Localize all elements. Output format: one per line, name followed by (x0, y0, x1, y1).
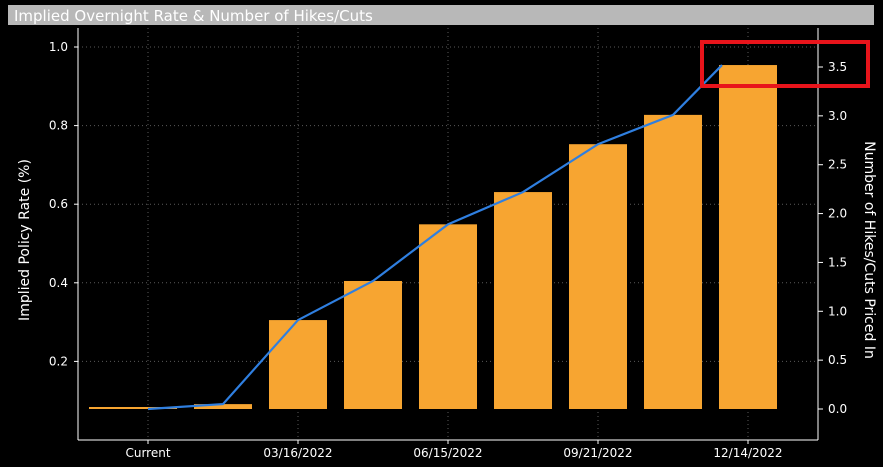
bar (419, 224, 477, 409)
bar (644, 114, 702, 409)
bar (494, 192, 552, 409)
y2-tick-label: 3.5 (828, 60, 847, 74)
x-tick-label: Current (125, 446, 170, 460)
bar (89, 407, 177, 409)
y2-tick-label: 1.0 (828, 304, 847, 318)
bar (269, 320, 327, 409)
y-tick-label: 1.0 (49, 40, 68, 54)
x-tick-label: 09/21/2022 (563, 446, 632, 460)
y2-tick-label: 2.0 (828, 207, 847, 221)
chart-title: Implied Overnight Rate & Number of Hikes… (14, 7, 373, 25)
y2-tick-label: 2.5 (828, 158, 847, 172)
y2-tick-label: 1.5 (828, 255, 847, 269)
highlight-box (700, 40, 870, 88)
y2-tick-label: 0.0 (828, 402, 847, 416)
bar (719, 65, 777, 409)
x-tick-label: 03/16/2022 (263, 446, 332, 460)
chart-title-bar: Implied Overnight Rate & Number of Hikes… (8, 5, 874, 25)
y-tick-label: 0.4 (49, 276, 68, 290)
y2-tick-label: 3.0 (828, 109, 847, 123)
y2-tick-label: 0.5 (828, 353, 847, 367)
bar (344, 280, 402, 409)
y-axis-title: Implied Policy Rate (%) (17, 159, 33, 321)
y-tick-label: 0.8 (49, 119, 68, 133)
series-line (147, 64, 723, 411)
y-tick-label: 0.6 (49, 197, 68, 211)
y2-axis-title: Number of Hikes/Cuts Priced In (861, 141, 877, 359)
bar (569, 144, 627, 410)
bar (194, 404, 252, 409)
y-tick-label: 0.2 (49, 354, 68, 368)
x-tick-label: 06/15/2022 (413, 446, 482, 460)
x-tick-label: 12/14/2022 (713, 446, 782, 460)
